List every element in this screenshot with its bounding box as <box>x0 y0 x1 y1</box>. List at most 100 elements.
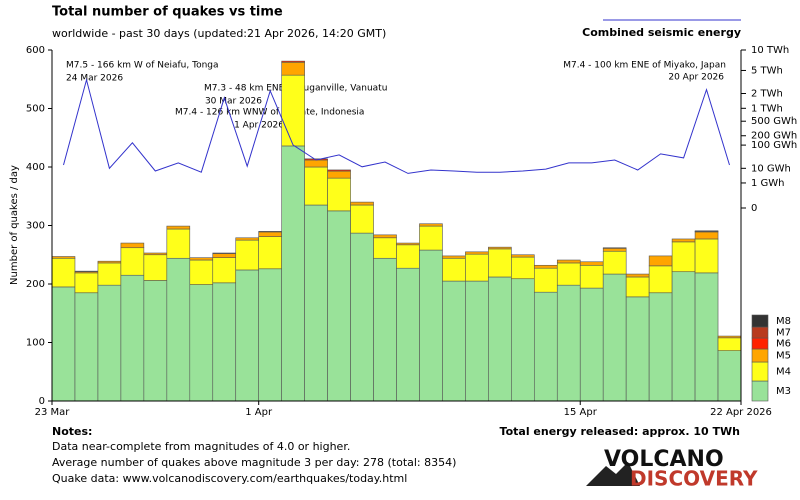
y2-tick-label: 1 TWh <box>751 103 783 114</box>
bar-segment <box>648 255 673 267</box>
x-tick-label: 1 Apr <box>245 407 273 418</box>
y2-tick-label: 200 GWh <box>751 131 797 142</box>
bar-segment <box>442 280 466 402</box>
bar-segment <box>304 166 328 206</box>
bar-segment <box>579 261 604 266</box>
bar-segment <box>327 210 351 402</box>
bar-segment <box>579 264 604 289</box>
legend-swatch <box>751 361 769 382</box>
bar-segment <box>143 252 168 256</box>
annotation-date: 30 Mar 2026 <box>205 97 262 107</box>
bar-segment <box>717 335 742 339</box>
logo: VOLCANO DISCOVERY <box>586 447 758 491</box>
bar-segment <box>488 276 512 402</box>
bar-segment <box>533 291 558 402</box>
y2-tick-label: 1 GWh <box>751 178 785 189</box>
bar-segment <box>671 271 696 402</box>
bar-segment <box>97 260 122 264</box>
bar-segment <box>419 249 443 402</box>
note: Data near-complete from magnitudes of 4.… <box>52 440 350 453</box>
bar-segment <box>327 169 351 172</box>
legend-label: Combined seismic energy <box>582 26 741 39</box>
energy-line <box>63 77 730 174</box>
y-tick-label: 100 <box>26 338 45 349</box>
bar-segment <box>120 242 145 249</box>
bar-segment <box>350 204 374 234</box>
bar-segment <box>166 225 191 230</box>
annotation-date: 24 Mar 2026 <box>66 74 123 84</box>
bar-segment <box>717 337 742 351</box>
bar-segment <box>258 268 282 402</box>
legend-label: M3 <box>776 386 791 397</box>
bar-segment <box>419 225 443 251</box>
bar-segment <box>281 61 305 76</box>
bar-segment <box>235 239 260 271</box>
x-tick-label: 22 Apr 2026 <box>710 407 772 418</box>
annotation-text: M7.4 - 126 km WNW of Ternate, Indonesia <box>175 108 364 118</box>
bar-segment <box>556 284 581 402</box>
bar-segment <box>143 280 168 402</box>
annotation-text: M7.5 - 166 km W of Neiafu, Tonga <box>66 61 219 71</box>
bar-segment <box>442 257 466 282</box>
bar-segment <box>189 259 214 285</box>
bar-segment <box>579 287 604 402</box>
bar-segment <box>304 159 328 168</box>
bar-segment <box>602 248 627 252</box>
bar-segment <box>120 274 145 402</box>
x-tick-label: 23 Mar <box>35 407 71 418</box>
note: Average number of quakes above magnitude… <box>52 456 456 469</box>
bar-segment <box>671 238 696 243</box>
bar-segment <box>465 251 489 255</box>
bar-segment <box>281 60 305 63</box>
bar-segment <box>396 244 420 269</box>
bar-segment <box>258 231 282 237</box>
notes-title: Notes: <box>52 425 92 438</box>
bar-segment <box>212 282 237 402</box>
y2-tick-label: 2 TWh <box>751 88 783 99</box>
y-tick-label: 500 <box>26 104 45 115</box>
bar-segment <box>212 257 237 284</box>
bar-segment <box>212 253 237 258</box>
legend-label: M6 <box>776 339 791 350</box>
bar-segment <box>694 230 719 232</box>
bar-segment <box>51 257 76 288</box>
y2-tick-label: 10 GWh <box>751 163 791 174</box>
bar-segment <box>212 252 237 254</box>
y-tick-label: 600 <box>26 45 45 56</box>
bar-segment <box>281 145 305 402</box>
bar-segment <box>51 256 76 259</box>
legend-swatch <box>751 314 769 328</box>
bar-segment <box>602 273 627 402</box>
bar-segment <box>465 280 489 402</box>
y-tick-label: 200 <box>26 279 45 290</box>
y2-tick-label: 500 GWh <box>751 116 797 127</box>
bar-segment <box>533 264 558 269</box>
annotation-text: M7.4 - 100 km ENE of Miyako, Japan <box>563 61 726 71</box>
bar-segment <box>511 254 535 258</box>
note: Quake data: www.volcanodiscovery.com/ear… <box>52 472 407 485</box>
bar-segment <box>74 292 99 402</box>
legend-label: M7 <box>776 328 791 339</box>
bar-segment <box>166 228 191 259</box>
bar-segment <box>396 242 420 246</box>
bar-segment <box>533 267 558 293</box>
bar-segment <box>281 74 305 147</box>
bar-segment <box>143 254 168 281</box>
logo-text: VOLCANO <box>604 447 724 472</box>
bar-segment <box>511 256 535 280</box>
bar-segment <box>189 284 214 402</box>
bar-segment <box>51 286 76 402</box>
logo-text: DISCOVERY <box>630 467 758 491</box>
legend-label: M4 <box>776 367 791 378</box>
y2-tick-label: 0 <box>751 203 757 214</box>
chart-subtitle: worldwide - past 30 days (updated:21 Apr… <box>52 27 386 40</box>
bar-segment <box>488 248 512 278</box>
bar-segment <box>235 237 260 241</box>
annotation-date: 20 Apr 2026 <box>668 73 724 83</box>
bar-segment <box>625 296 650 402</box>
bar-segment <box>602 247 627 249</box>
bar-segment <box>556 259 581 264</box>
bar-segment <box>258 231 282 233</box>
legend-swatch <box>751 326 769 339</box>
y-axis-label: Number of quakes / day <box>9 165 20 285</box>
